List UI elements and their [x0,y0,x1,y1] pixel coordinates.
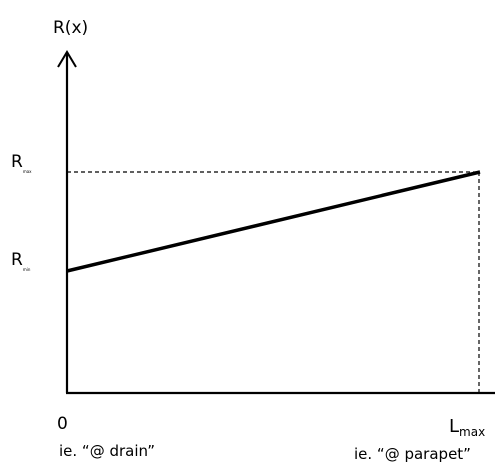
l-max-label: Lmax [449,416,485,439]
parapet-note: ie. “@ parapet” [354,445,471,463]
resistance-line [66,170,481,273]
origin-label: 0 [57,414,68,434]
r-min-label: Rmin [11,250,31,272]
y-axis-label: R(x) [53,18,88,38]
drain-note: ie. “@ drain” [59,442,155,460]
r-max-label: Rmax [11,152,32,174]
r-max-sub: max [23,169,32,174]
l-max-sub: max [459,425,485,439]
r-min-main: R [11,250,23,270]
r-min-sub: min [23,267,31,272]
l-max-main: L [449,416,459,437]
r-max-main: R [11,152,23,172]
y-axis-arrow-icon [57,50,77,68]
